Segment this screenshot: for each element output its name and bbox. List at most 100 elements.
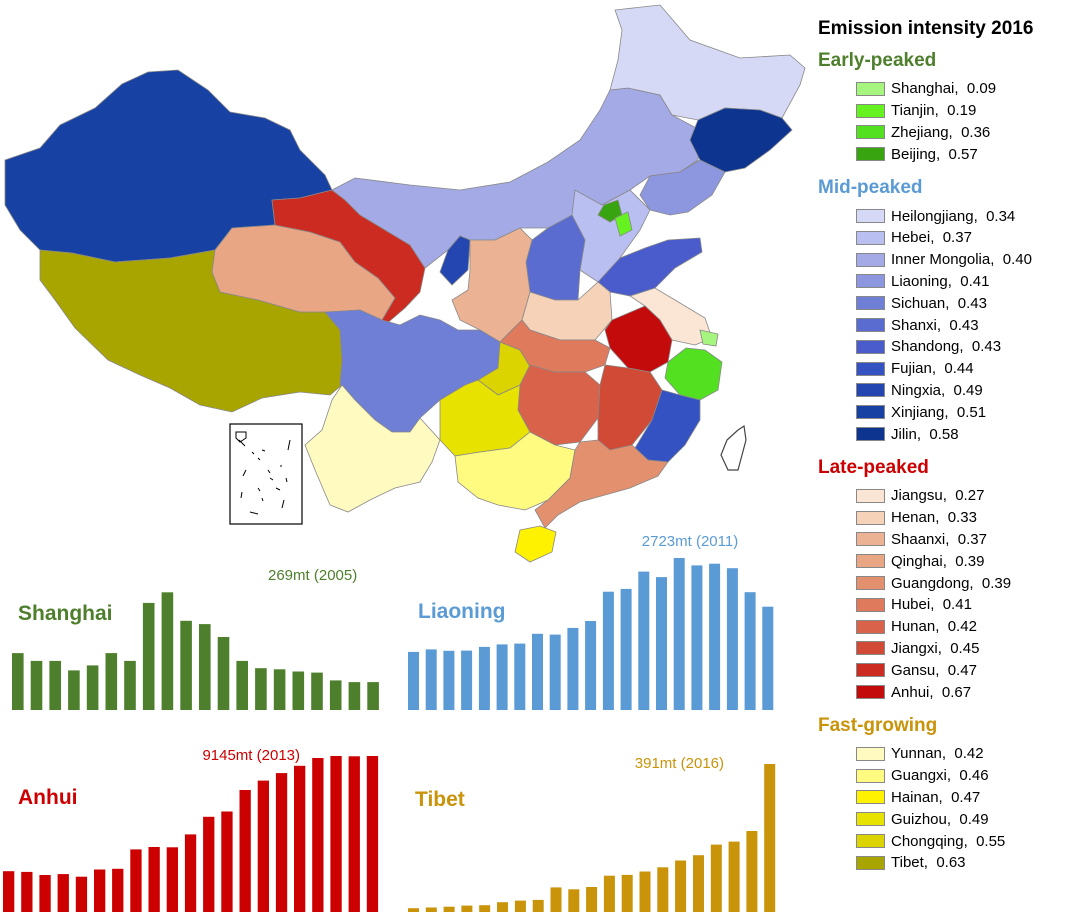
chart-shanghai: Shanghai 269mt (2005) — [0, 548, 400, 718]
legend-item-hainan: Hainan0.47 — [856, 787, 1062, 809]
legend-province: Guangxi — [891, 767, 947, 785]
bar — [57, 874, 69, 912]
legend-group-title: Early-peaked — [818, 50, 937, 71]
bar — [12, 653, 24, 710]
bar — [586, 887, 598, 912]
south-china-sea-inset — [229, 423, 303, 525]
bar — [675, 860, 687, 912]
peak-annotation: 9145mt (2013) — [202, 747, 300, 764]
legend-value: 0.41 — [930, 596, 972, 613]
legend-value: 0.39 — [943, 553, 984, 570]
legend-item-inner-mongolia: Inner Mongolia0.40 — [856, 249, 1062, 271]
legend-value: 0.09 — [954, 80, 996, 97]
legend-swatch — [856, 663, 885, 678]
bar — [312, 758, 324, 912]
bar — [638, 571, 650, 710]
peak-annotation: 391mt (2016) — [635, 755, 724, 772]
bar — [239, 790, 251, 912]
legend-item-zhejiang: Zhejiang0.36 — [856, 122, 1062, 144]
bar — [693, 855, 704, 912]
region-hainan — [514, 525, 557, 563]
bar — [764, 764, 776, 912]
legend-swatch — [856, 510, 885, 525]
bar — [709, 563, 721, 710]
map-svg — [4, 4, 806, 563]
legend-value: 0.58 — [917, 426, 958, 443]
bar — [294, 765, 306, 912]
bar — [367, 682, 379, 710]
region-tianjin — [614, 211, 633, 237]
legend-swatch — [856, 619, 885, 634]
legend-swatch — [856, 488, 885, 503]
legend-value: 0.36 — [949, 124, 990, 141]
legend-province: Anhui — [891, 683, 930, 701]
legend-item-shanxi: Shanxi0.43 — [856, 314, 1062, 336]
bar — [124, 660, 136, 710]
bar — [161, 592, 174, 710]
legend-group-fast-growing: Fast-growingYunnan0.42Guangxi0.46Hainan0… — [812, 715, 1062, 874]
legend-group-title: Mid-peaked — [818, 177, 923, 199]
bar — [549, 634, 561, 710]
legend-swatch — [856, 383, 885, 398]
legend-item-qinghai: Qinghai0.39 — [856, 550, 1062, 572]
legend-province: Shandong — [891, 338, 960, 356]
legend-item-henan: Henan0.33 — [856, 507, 1062, 529]
chart-liaoning: Liaoning 2723mt (2011) — [400, 522, 800, 718]
legend-province: Tibet — [891, 854, 924, 872]
legend-value: 0.34 — [974, 208, 1015, 225]
legend-value: 0.39 — [969, 575, 1011, 592]
legend-swatch — [856, 812, 885, 827]
legend-value: 0.37 — [930, 229, 972, 246]
bar — [478, 646, 490, 710]
legend-province: Xinjiang — [891, 403, 945, 421]
legend-province: Shaanxi — [891, 530, 946, 548]
legend-province: Liaoning — [891, 272, 948, 290]
legend-swatch — [856, 361, 885, 376]
legend-province: Hainan — [891, 788, 939, 806]
legend-value: 0.37 — [945, 531, 987, 548]
legend-swatch — [856, 855, 885, 870]
legend-value: 0.43 — [937, 317, 978, 334]
legend-group-title: Fast-growing — [818, 714, 938, 736]
legend-swatch — [856, 318, 885, 333]
peak-annotation: 269mt (2005) — [268, 567, 357, 584]
legend-value: 0.40 — [990, 251, 1032, 268]
bar — [496, 644, 508, 710]
legend-value: 0.51 — [944, 404, 986, 421]
bar — [39, 875, 51, 912]
legend-province: Inner Mongolia — [891, 251, 991, 269]
china-map — [0, 0, 810, 580]
chart-anhui: Anhui 9145mt (2013) — [0, 740, 400, 912]
legend-group-early-peaked: Early-peakedShanghai0.09Tianjin0.19Zheji… — [812, 50, 1062, 165]
legend-value: 0.41 — [948, 273, 989, 290]
bar — [461, 905, 473, 912]
legend-swatch — [856, 103, 885, 118]
legend-value: 0.43 — [959, 338, 1001, 355]
bar — [497, 902, 508, 912]
legend-group-mid-peaked: Mid-peakedHeilongjiang0.34Hebei0.37Inner… — [812, 177, 1062, 445]
bar — [142, 602, 155, 710]
chart-tibet: Tibet 391mt (2016) — [400, 746, 800, 912]
bar — [273, 669, 286, 710]
bar — [21, 871, 33, 912]
legend-swatch — [856, 790, 885, 805]
bar — [348, 756, 360, 912]
legend-value: 0.42 — [942, 745, 983, 762]
chart-liaoning-svg: Liaoning 2723mt (2011) — [408, 533, 774, 710]
legend-value: 0.57 — [936, 146, 978, 163]
legend-value: 0.46 — [947, 767, 988, 784]
bar — [184, 834, 197, 912]
region-anhui — [604, 305, 673, 373]
bar — [657, 867, 669, 912]
legend-swatch — [856, 252, 885, 267]
bar — [479, 905, 491, 912]
legend-swatch — [856, 209, 885, 224]
legend-province: Hebei — [891, 229, 931, 247]
legend-group-title: Late-peaked — [818, 456, 929, 478]
region-shandong — [597, 237, 703, 297]
legend-value: 0.42 — [935, 618, 977, 635]
bar — [514, 900, 526, 912]
bar — [620, 588, 632, 710]
legend-item-hubei: Hubei0.41 — [856, 594, 1062, 616]
legend-item-shanghai: Shanghai0.09 — [856, 78, 1062, 100]
